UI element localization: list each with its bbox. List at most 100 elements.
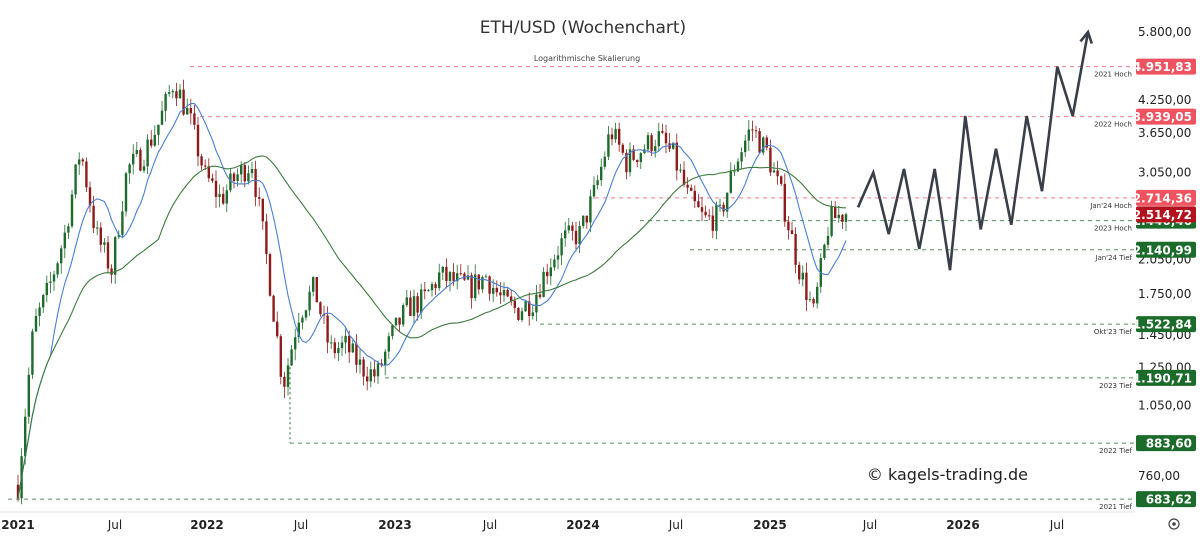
candle-body — [513, 300, 516, 308]
candle-body — [434, 284, 437, 289]
level-badge-value: 883,60 — [1146, 437, 1192, 451]
level-name-label: 2021 Hoch — [1094, 71, 1132, 79]
candle-body — [279, 336, 282, 377]
chart-subtitle: Logarithmische Skalierung — [534, 54, 640, 63]
candle-body — [78, 159, 81, 165]
projection-line — [856, 31, 1090, 271]
candle-body — [171, 91, 174, 93]
candle-body — [549, 267, 552, 277]
candle-body — [110, 268, 113, 275]
candle-body — [661, 131, 664, 133]
candle-body — [24, 416, 27, 457]
level-badge — [1136, 369, 1196, 386]
x-tick-label: Jul — [862, 518, 877, 532]
candle-body — [556, 255, 560, 260]
candle-body — [182, 89, 185, 115]
candle-body — [308, 291, 311, 311]
candle-body — [49, 281, 52, 283]
level-name-label: Jan'24 Hoch — [1089, 202, 1132, 210]
level-badge-value: 2.714,36 — [1133, 191, 1192, 205]
candle-body — [438, 272, 441, 289]
candle-body — [564, 230, 567, 239]
candle-body — [330, 342, 333, 344]
candle-body — [805, 272, 808, 301]
level-badge — [1136, 189, 1196, 206]
candle-body — [207, 166, 210, 179]
time-axis[interactable]: 2021 Jul 2022 Jul 2023 Jul 2024 Jul 2025 Jul 2026 J… — [0, 511, 1135, 532]
x-tick-label: 2022 — [190, 518, 223, 532]
candle-body — [650, 135, 653, 152]
candle-body — [358, 359, 362, 365]
level-badges: 4.951,833.939,052.714,362.446,462.140,99… — [1133, 58, 1196, 508]
candle-body — [200, 156, 203, 166]
candle-body — [628, 149, 632, 173]
candle-body — [492, 287, 495, 294]
candle-body — [168, 92, 171, 94]
candle-body — [607, 134, 610, 157]
candle-body — [772, 170, 776, 173]
candle-body — [319, 302, 322, 315]
candle-body — [747, 129, 750, 141]
candle-body — [178, 89, 182, 99]
level-badge — [1136, 206, 1196, 223]
candle-body — [589, 196, 592, 223]
candle-body — [387, 336, 390, 352]
candle-body — [286, 365, 290, 387]
candle-body — [135, 150, 138, 154]
candle-body — [794, 234, 797, 265]
candle-body — [808, 299, 812, 301]
candle-body — [16, 484, 20, 499]
candle-body — [265, 221, 268, 255]
candle-body — [229, 173, 232, 191]
candle-body — [240, 165, 243, 175]
candle-body — [88, 187, 92, 206]
candle-body — [85, 161, 88, 188]
candle-body — [452, 272, 455, 282]
level-name-label: 2023 Tief — [1099, 382, 1132, 390]
watermark: © kagels-trading.de — [867, 465, 1028, 484]
candle-body — [639, 153, 642, 163]
candle-body — [394, 317, 398, 326]
moving-average-short — [17, 103, 847, 499]
candle-body — [765, 137, 768, 148]
candle-body — [574, 230, 578, 245]
level-badge-value: 4.951,83 — [1133, 60, 1192, 74]
candle-body — [726, 192, 729, 212]
candle-body — [646, 135, 650, 150]
moving-average-long — [17, 155, 847, 499]
candle-body — [193, 113, 196, 125]
candle-body — [740, 152, 743, 162]
candle-body — [294, 337, 297, 350]
candle-body — [81, 159, 84, 162]
candle-body — [762, 137, 765, 153]
candle-body — [704, 211, 707, 216]
projection-arrowhead — [1079, 29, 1094, 44]
candle-body — [668, 143, 671, 149]
x-tick-label: Jul — [107, 518, 122, 532]
candle-body — [92, 205, 95, 229]
candle-body — [124, 173, 128, 212]
candle-body — [636, 159, 639, 163]
candle-body — [236, 174, 239, 182]
candle-body — [502, 289, 506, 296]
candle-body — [686, 184, 689, 188]
candle-body — [675, 142, 678, 171]
candle-body — [362, 359, 365, 377]
candle-body — [560, 238, 563, 256]
candle-body — [654, 146, 657, 152]
settings-icon[interactable] — [1168, 518, 1180, 530]
candle-body — [272, 295, 275, 322]
candle-body — [693, 190, 696, 202]
candle-body — [402, 305, 405, 325]
level-name-label: 2021 Tief — [1099, 503, 1132, 511]
candle-body — [405, 297, 408, 306]
candle-body — [114, 237, 117, 275]
candle-body — [484, 276, 488, 278]
candle-body — [218, 193, 221, 198]
candle-body — [718, 204, 722, 206]
candle-body — [420, 289, 423, 313]
candle-body — [52, 274, 56, 282]
candle-body — [283, 376, 286, 387]
x-tick-label: Jul — [1049, 518, 1064, 532]
